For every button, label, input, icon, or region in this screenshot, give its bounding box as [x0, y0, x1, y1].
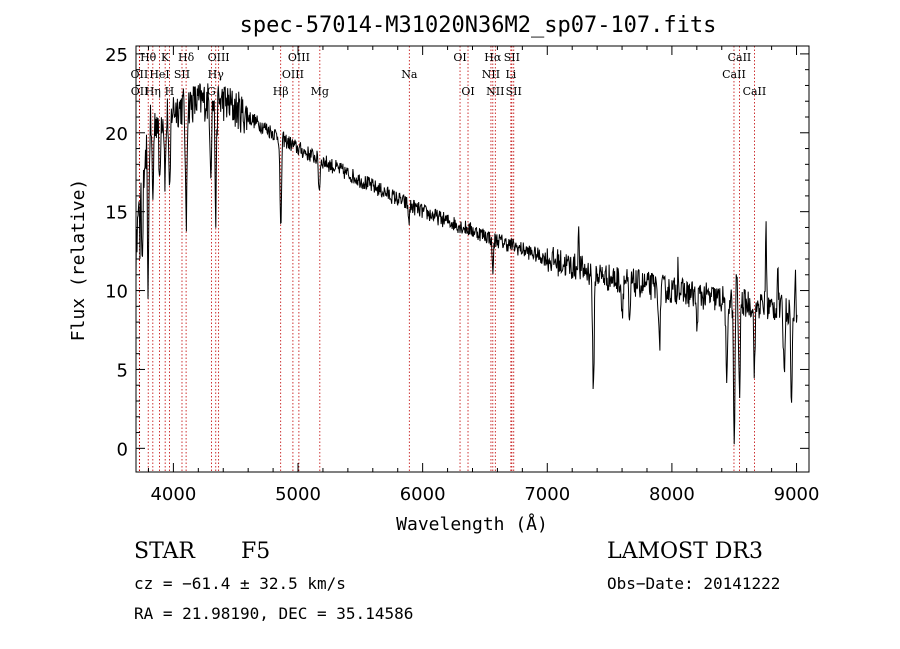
line-label: G: [207, 85, 216, 98]
line-label: SII: [504, 51, 520, 64]
x-tick-label: 9000: [774, 484, 820, 505]
ra-dec: RA = 21.98190, DEC = 35.14586: [134, 604, 414, 623]
line-label: Na: [401, 68, 418, 81]
line-label: Hα: [484, 51, 502, 64]
line-label: Hθ: [140, 51, 157, 64]
y-tick-label: 10: [105, 282, 128, 303]
y-tick-label: 25: [105, 45, 128, 66]
x-tick-label: 7000: [524, 484, 570, 505]
line-label: OIII: [208, 51, 230, 64]
obs-date: Obs−Date: 20141222: [607, 574, 781, 593]
line-label: OII: [131, 68, 149, 81]
y-axis-label: Flux (relative): [68, 179, 89, 342]
line-label: SII: [174, 68, 190, 81]
x-axis-label: Wavelength (Å): [396, 513, 548, 535]
x-tick-label: 6000: [400, 484, 446, 505]
chart-title: spec-57014-M31020N36M2_sp07-107.fits: [240, 13, 717, 38]
line-label: NII: [486, 85, 504, 98]
line-label: Mg: [311, 85, 329, 98]
line-label: Hγ: [208, 68, 225, 81]
x-tick-label: 4000: [150, 484, 196, 505]
line-label: Li: [505, 68, 516, 81]
line-label: OI: [461, 85, 474, 98]
spectrum-line: [135, 83, 798, 445]
line-label: SII: [506, 85, 522, 98]
line-label: K: [161, 51, 170, 64]
line-label: Hδ: [178, 51, 195, 64]
x-axis: 4000 5000 6000 7000 8000 9000: [147, 46, 820, 505]
object-subclass: F5: [241, 539, 271, 564]
y-tick-label: 20: [105, 124, 128, 145]
line-label: OII: [131, 85, 149, 98]
line-label: CaII: [743, 85, 767, 98]
line-label: HeI: [149, 68, 169, 81]
y-tick-label: 15: [105, 203, 128, 224]
x-tick-label: 8000: [649, 484, 695, 505]
y-tick-label: 5: [117, 360, 128, 381]
line-markers: [138, 46, 755, 472]
y-axis: 0 5 10 15 20 25: [105, 45, 809, 460]
redshift-cz: cz = −61.4 ± 32.5 km/s: [134, 574, 346, 593]
line-label: CaII: [722, 68, 746, 81]
line-label: OI: [453, 51, 466, 64]
line-label: CaII: [728, 51, 752, 64]
survey-name: LAMOST DR3: [607, 539, 763, 564]
line-label: OIII: [288, 51, 310, 64]
line-label: Hη: [145, 85, 161, 98]
line-label: H: [165, 85, 175, 98]
line-label: OIII: [282, 68, 304, 81]
line-label: NII: [482, 68, 500, 81]
x-tick-label: 5000: [275, 484, 321, 505]
line-label: Hβ: [273, 85, 289, 98]
object-class: STAR: [134, 539, 195, 564]
y-tick-label: 0: [117, 439, 128, 460]
